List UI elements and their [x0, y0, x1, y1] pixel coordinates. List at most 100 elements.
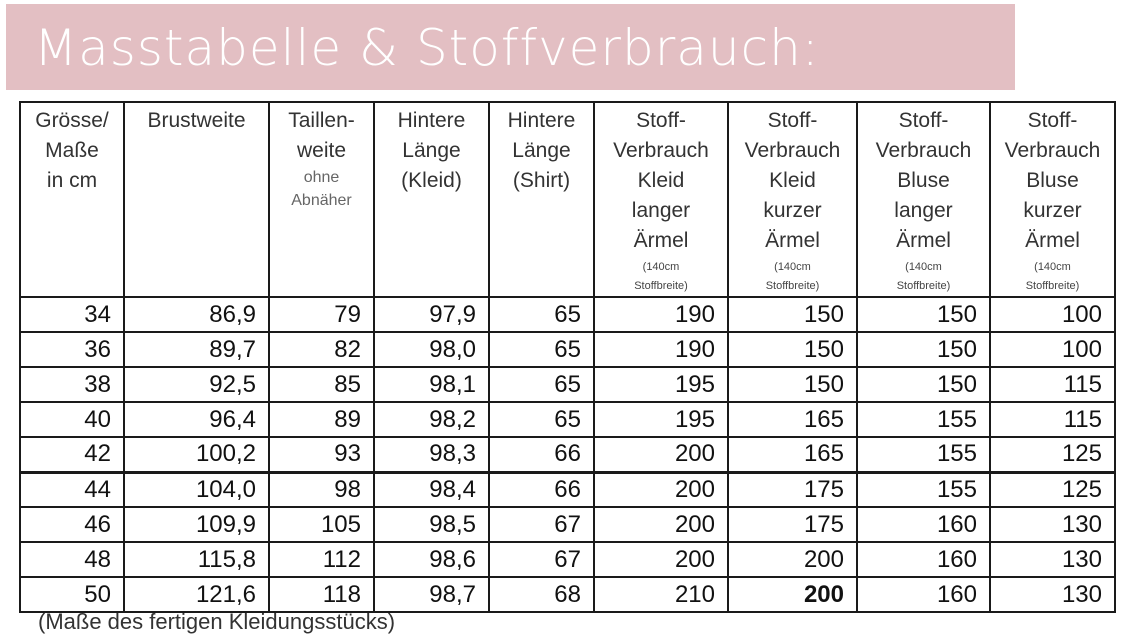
table-row: 50 121,6 118 98,7 68 210 200 160 130 — [19, 576, 1116, 613]
value-cell: 200 — [593, 470, 729, 508]
table-row: 34 86,9 79 97,9 65 190 150 150 100 — [19, 296, 1116, 333]
value-cell: 160 — [856, 576, 991, 613]
value-cell: 98,3 — [373, 436, 490, 473]
size-cell: 34 — [19, 296, 125, 333]
size-cell: 36 — [19, 331, 125, 368]
title-banner: Masstabelle & Stoffverbrauch: — [6, 4, 1015, 90]
value-cell: 86,9 — [123, 296, 270, 333]
header-taillenweite: Taillen- weite ohne Abnäher — [268, 101, 375, 298]
header-note: (140cm Stoffbreite) — [765, 261, 820, 292]
table-header-row: Grösse/ Maße in cm Brustweite Taillen- w… — [19, 101, 1116, 298]
header-label: Stoff- Verbrauch Bluse kurzer Ärmel — [1004, 109, 1101, 252]
header-label: Hintere Länge (Shirt) — [507, 109, 576, 192]
value-cell: 82 — [268, 331, 375, 368]
value-cell: 79 — [268, 296, 375, 333]
value-cell: 65 — [488, 331, 595, 368]
size-cell: 48 — [19, 541, 125, 578]
header-stoff-kleid-lang: Stoff- Verbrauch Kleid langer Ärmel (140… — [593, 101, 729, 298]
size-cell: 46 — [19, 506, 125, 543]
footnote: (Maße des fertigen Kleidungsstücks) — [38, 609, 396, 634]
value-cell: 155 — [856, 401, 991, 438]
table-body: 34 86,9 79 97,9 65 190 150 150 100 36 89,7 82 98,0 65… — [19, 296, 1116, 613]
table-row: 38 92,5 85 98,1 65 195 150 150 115 — [19, 366, 1116, 403]
value-cell: 67 — [488, 541, 595, 578]
value-cell: 93 — [268, 436, 375, 473]
value-cell: 150 — [856, 296, 991, 333]
header-label: Hintere Länge (Kleid) — [397, 109, 466, 192]
value-cell: 66 — [488, 470, 595, 508]
header-sublabel: ohne Abnäher — [291, 169, 352, 209]
value-cell: 150 — [727, 366, 858, 403]
size-cell: 50 — [19, 576, 125, 613]
value-cell: 130 — [989, 506, 1116, 543]
header-label: Brustweite — [147, 109, 246, 132]
size-cell: 40 — [19, 401, 125, 438]
value-cell: 98,0 — [373, 331, 490, 368]
value-cell: 155 — [856, 470, 991, 508]
value-cell: 85 — [268, 366, 375, 403]
table-row: 40 96,4 89 98,2 65 195 165 155 115 — [19, 401, 1116, 438]
value-cell: 100,2 — [123, 436, 270, 473]
header-note: (140cm Stoffbreite) — [896, 261, 951, 292]
value-cell: 125 — [989, 436, 1116, 473]
value-cell: 175 — [727, 506, 858, 543]
header-label: Stoff- Verbrauch Bluse langer Ärmel — [875, 109, 972, 252]
value-cell: 150 — [856, 331, 991, 368]
table-row: 46 109,9 105 98,5 67 200 175 160 130 — [19, 506, 1116, 543]
value-cell: 200 — [727, 576, 858, 613]
table-row: 48 115,8 112 98,6 67 200 200 160 130 — [19, 541, 1116, 578]
value-cell: 155 — [856, 436, 991, 473]
value-cell: 98,5 — [373, 506, 490, 543]
value-cell: 115,8 — [123, 541, 270, 578]
value-cell: 200 — [593, 541, 729, 578]
value-cell: 97,9 — [373, 296, 490, 333]
header-stoff-bluse-lang: Stoff- Verbrauch Bluse langer Ärmel (140… — [856, 101, 991, 298]
value-cell: 200 — [727, 541, 858, 578]
value-cell: 175 — [727, 470, 858, 508]
value-cell: 160 — [856, 506, 991, 543]
value-cell: 115 — [989, 401, 1116, 438]
value-cell: 98,4 — [373, 470, 490, 508]
header-label: Stoff- Verbrauch Kleid langer Ärmel — [613, 109, 709, 252]
value-cell: 98,2 — [373, 401, 490, 438]
value-cell: 89,7 — [123, 331, 270, 368]
value-cell: 100 — [989, 296, 1116, 333]
header-hintere-laenge-shirt: Hintere Länge (Shirt) — [488, 101, 595, 298]
value-cell: 89 — [268, 401, 375, 438]
value-cell: 150 — [727, 296, 858, 333]
header-label: Stoff- Verbrauch Kleid kurzer Ärmel — [744, 109, 841, 252]
page-title: Masstabelle & Stoffverbrauch: — [34, 19, 820, 77]
value-cell: 190 — [593, 331, 729, 368]
value-cell: 98,1 — [373, 366, 490, 403]
value-cell: 92,5 — [123, 366, 270, 403]
value-cell: 112 — [268, 541, 375, 578]
value-cell: 210 — [593, 576, 729, 613]
value-cell: 160 — [856, 541, 991, 578]
value-cell: 98,6 — [373, 541, 490, 578]
value-cell: 190 — [593, 296, 729, 333]
table-row: 42 100,2 93 98,3 66 200 165 155 125 — [19, 436, 1116, 473]
value-cell: 125 — [989, 470, 1116, 508]
size-cell: 44 — [19, 470, 125, 508]
value-cell: 118 — [268, 576, 375, 613]
value-cell: 96,4 — [123, 401, 270, 438]
value-cell: 68 — [488, 576, 595, 613]
table-row: 44 104,0 98 98,4 66 200 175 155 125 — [19, 470, 1116, 508]
size-cell: 42 — [19, 436, 125, 473]
value-cell: 100 — [989, 331, 1116, 368]
value-cell: 66 — [488, 436, 595, 473]
value-cell: 195 — [593, 366, 729, 403]
size-cell: 38 — [19, 366, 125, 403]
header-stoff-kleid-kurz: Stoff- Verbrauch Kleid kurzer Ärmel (140… — [727, 101, 858, 298]
value-cell: 200 — [593, 506, 729, 543]
value-cell: 130 — [989, 541, 1116, 578]
value-cell: 195 — [593, 401, 729, 438]
header-label: Grösse/ Maße in cm — [35, 109, 109, 192]
table-row: 36 89,7 82 98,0 65 190 150 150 100 — [19, 331, 1116, 368]
header-hintere-laenge-kleid: Hintere Länge (Kleid) — [373, 101, 490, 298]
value-cell: 98,7 — [373, 576, 490, 613]
value-cell: 98 — [268, 470, 375, 508]
header-label: Taillen- weite — [288, 109, 355, 162]
header-brustweite: Brustweite — [123, 101, 270, 298]
value-cell: 200 — [593, 436, 729, 473]
